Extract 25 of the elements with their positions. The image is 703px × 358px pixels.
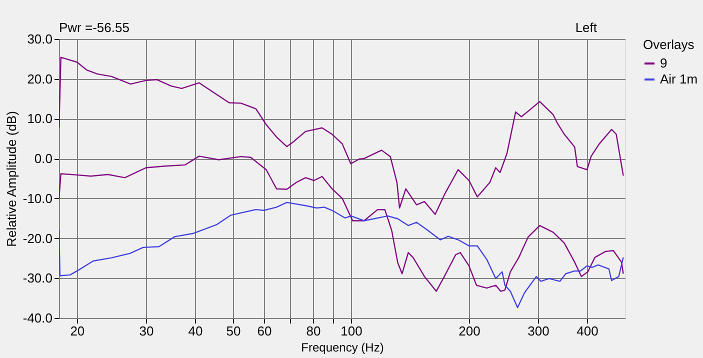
legend-title: Overlays bbox=[643, 37, 695, 52]
legend-label: Air 1m bbox=[660, 72, 698, 86]
y-tick-label: 0.0 bbox=[34, 151, 52, 166]
y-tick-label: -40.0 bbox=[22, 310, 52, 326]
x-tick-label: 200 bbox=[458, 324, 480, 338]
x-tick-label: 60 bbox=[257, 324, 272, 338]
y-tick-label: 30.0 bbox=[27, 32, 52, 46]
y-tick-label: -10.0 bbox=[22, 190, 52, 206]
x-tick-label: 20 bbox=[70, 324, 85, 338]
x-tick-label: 40 bbox=[188, 324, 203, 338]
y-tick-label: -30.0 bbox=[22, 270, 52, 286]
x-tick-label: 50 bbox=[226, 324, 241, 338]
y-axis-title: Relative Amplitude (dB) bbox=[4, 111, 19, 247]
x-tick-label: 80 bbox=[306, 324, 321, 338]
text: Left bbox=[575, 20, 598, 35]
legend-label: 9 bbox=[660, 56, 668, 70]
text: Pwr =-56.55 bbox=[59, 20, 130, 35]
x-tick-label: 30 bbox=[139, 324, 154, 338]
x-axis-title: Frequency (Hz) bbox=[301, 340, 384, 354]
y-tick-label: 20.0 bbox=[27, 71, 52, 86]
x-tick-label: 400 bbox=[576, 324, 598, 338]
y-tick-label: 10.0 bbox=[27, 111, 52, 126]
x-tick-label: 300 bbox=[528, 324, 550, 338]
y-tick-label: -20.0 bbox=[22, 230, 52, 246]
x-tick-label: 100 bbox=[340, 324, 362, 338]
